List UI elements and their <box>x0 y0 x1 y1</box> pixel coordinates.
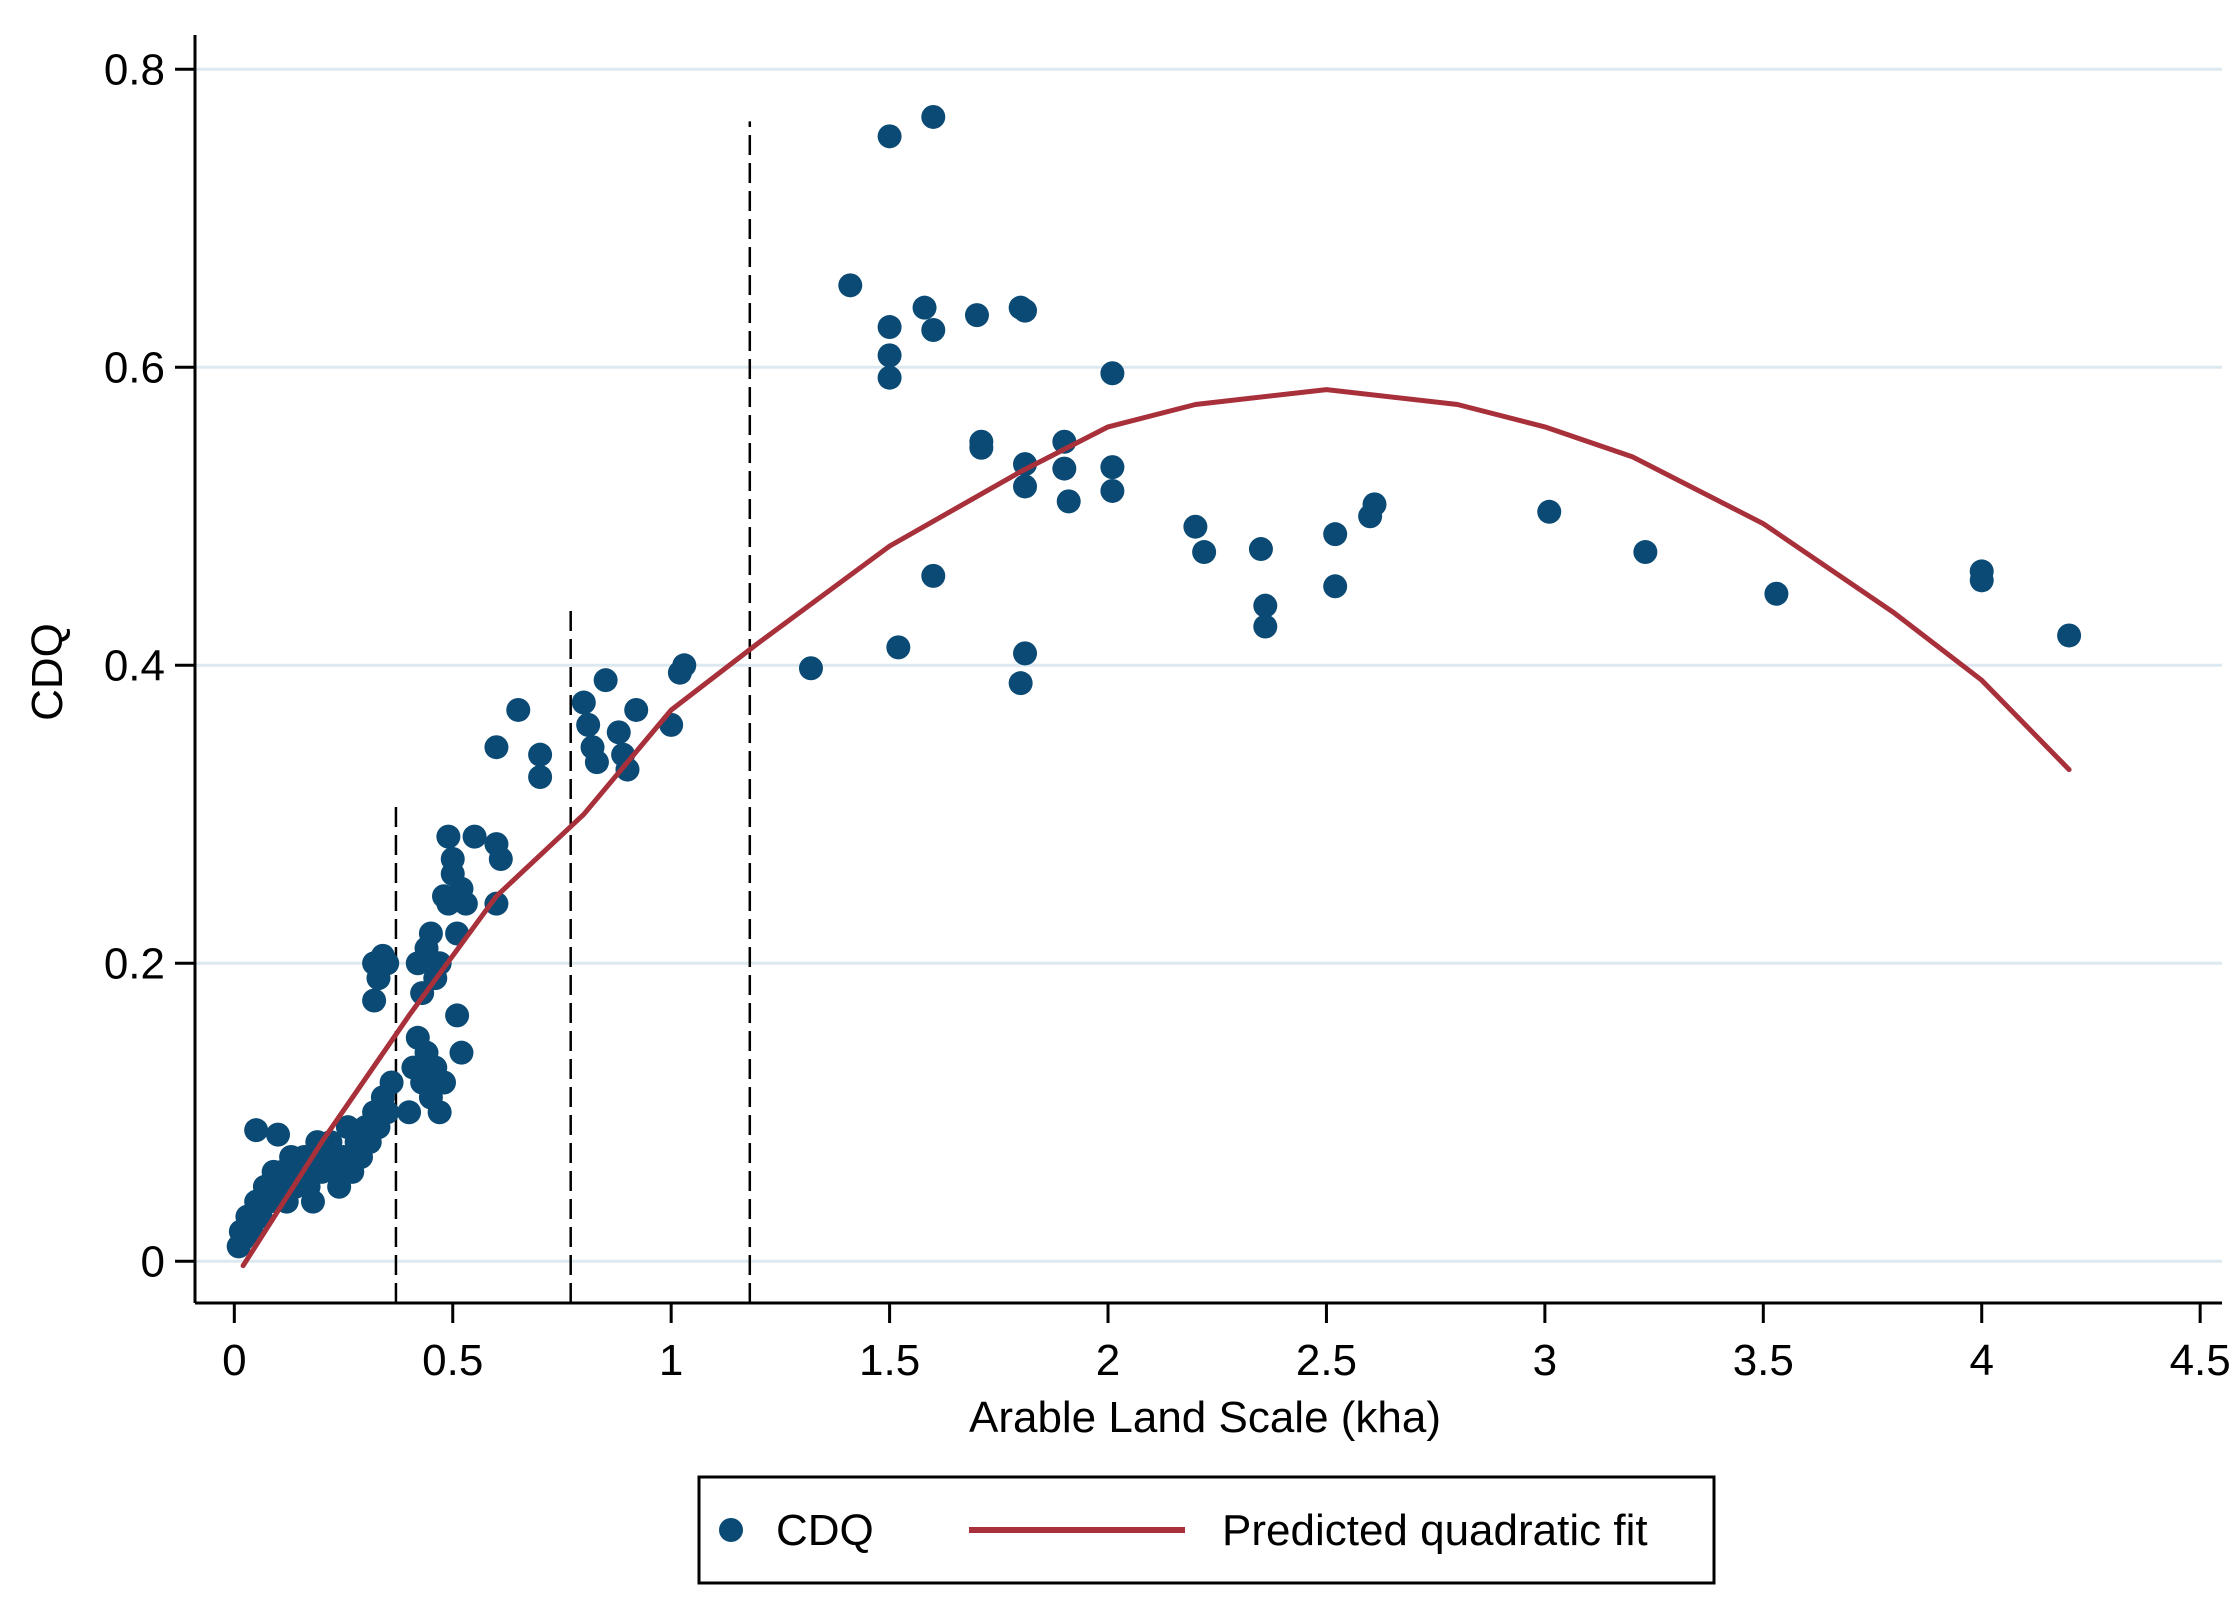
scatter-point <box>921 104 946 129</box>
scatter-point <box>397 1100 422 1125</box>
reference-lines <box>394 121 752 1303</box>
tick-labels: 0 0.2 0.4 0.6 0.8 0 0.5 1 1.5 2 2.5 3 3.5 4 4.5 <box>104 45 2231 1385</box>
x-tick-label: 4.5 <box>2170 1336 2231 1385</box>
scatter-point <box>362 988 387 1013</box>
fit-line <box>240 387 2072 1269</box>
scatter-point <box>615 757 640 782</box>
y-tick-label: 0.2 <box>104 939 165 988</box>
legend-label-fit: Predicted quadratic fit <box>1222 1506 1648 1555</box>
scatter-point <box>593 668 618 693</box>
x-tick-label: 1.5 <box>859 1336 920 1385</box>
scatter-point <box>1248 537 1273 562</box>
scatter-point <box>488 846 513 871</box>
scatter-point <box>1362 492 1387 517</box>
scatter-point <box>418 921 443 946</box>
y-tick-label: 0.8 <box>104 45 165 94</box>
scatter-point <box>1100 361 1125 386</box>
legend-label-cdq: CDQ <box>776 1506 874 1555</box>
scatter-point <box>571 690 596 715</box>
scatter-point <box>300 1189 325 1214</box>
fit-series <box>240 387 2072 1269</box>
scatter-point <box>798 656 823 681</box>
scatter-point <box>584 750 609 775</box>
scatter-point <box>877 124 902 149</box>
scatter-point <box>440 846 465 871</box>
scatter-point <box>838 273 863 298</box>
x-tick-label: 2 <box>1096 1336 1120 1385</box>
scatter-point <box>1013 641 1038 666</box>
scatter-point <box>964 303 989 328</box>
scatter-point <box>1192 540 1217 565</box>
x-tick-label: 1 <box>659 1336 683 1385</box>
scatter-point <box>1183 514 1208 539</box>
scatter-point <box>375 951 400 976</box>
scatter-point <box>1537 499 1562 524</box>
scatter-point <box>379 1070 404 1095</box>
scatter-series <box>226 104 2082 1259</box>
y-axis-title: CDQ <box>23 623 72 721</box>
scatter-point <box>576 712 601 737</box>
x-tick-label: 0 <box>222 1336 246 1385</box>
scatter-point <box>436 824 461 849</box>
scatter-point <box>1100 455 1125 480</box>
scatter-point <box>921 563 946 588</box>
scatter-point <box>453 891 478 916</box>
scatter-point <box>1323 522 1348 547</box>
x-axis-title: Arable Land Scale (kha) <box>969 1393 1441 1442</box>
scatter-point <box>484 735 509 760</box>
legend: CDQ Predicted quadratic fit <box>697 1475 1716 1585</box>
scatter-point <box>484 891 509 916</box>
scatter-point <box>244 1118 269 1143</box>
scatter-point <box>877 365 902 390</box>
scatter-point <box>969 435 994 460</box>
scatter-point <box>1764 581 1789 606</box>
scatter-point <box>1253 614 1278 639</box>
x-tick-label: 3.5 <box>1733 1336 1794 1385</box>
scatter-point <box>449 1040 474 1065</box>
legend-marker-cdq <box>719 1518 743 1542</box>
scatter-point <box>606 720 631 745</box>
y-tick-label: 0.4 <box>104 641 165 690</box>
scatter-point <box>1052 456 1077 481</box>
y-tick-label: 0 <box>141 1237 165 1286</box>
scatter-point <box>432 1070 457 1095</box>
scatter-point <box>528 765 553 790</box>
scatter-point <box>1100 478 1125 503</box>
scatter-point <box>2057 623 2082 648</box>
scatter-point <box>266 1122 291 1147</box>
scatter-point <box>886 635 911 660</box>
scatter-point <box>1013 474 1038 499</box>
scatter-point <box>528 742 553 767</box>
scatter-point <box>1056 489 1081 514</box>
y-tick-label: 0.6 <box>104 343 165 392</box>
scatter-point <box>1008 671 1033 696</box>
axes <box>175 35 2222 1323</box>
x-tick-label: 0.5 <box>422 1336 483 1385</box>
scatter-point <box>1633 540 1658 565</box>
grid-lines <box>195 67 2222 1263</box>
scatter-point <box>375 1100 400 1125</box>
scatter-point <box>921 318 946 343</box>
scatter-point <box>1013 298 1038 323</box>
scatter-point <box>1323 574 1348 599</box>
scatter-point <box>506 697 531 722</box>
x-tick-label: 2.5 <box>1296 1336 1357 1385</box>
scatter-point <box>624 697 649 722</box>
x-tick-label: 3 <box>1533 1336 1557 1385</box>
scatter-point <box>1253 593 1278 618</box>
scatter-point <box>877 315 902 340</box>
scatter-point <box>462 824 487 849</box>
x-tick-label: 4 <box>1969 1336 1993 1385</box>
legend-box <box>697 1475 1716 1585</box>
scatter-point <box>1969 568 1994 593</box>
scatter-point <box>912 295 937 320</box>
scatter-point <box>427 1100 452 1125</box>
scatter-point <box>877 343 902 368</box>
scatter-point <box>672 653 697 678</box>
scatter-point <box>445 1003 470 1028</box>
